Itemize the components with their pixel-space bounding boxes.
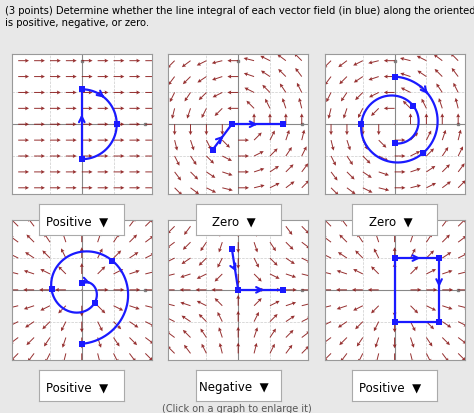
Text: Zero  ▼: Zero ▼ [212, 215, 256, 228]
Text: Positive  ▼: Positive ▼ [46, 380, 109, 393]
Text: Negative  ▼: Negative ▼ [199, 380, 269, 393]
Text: Positive  ▼: Positive ▼ [46, 215, 109, 228]
Text: Zero  ▼: Zero ▼ [368, 215, 412, 228]
Text: Positive  ▼: Positive ▼ [359, 380, 421, 393]
Text: (3 points) Determine whether the line integral of each vector field (in blue) al: (3 points) Determine whether the line in… [5, 6, 474, 28]
Text: (Click on a graph to enlarge it): (Click on a graph to enlarge it) [162, 403, 312, 413]
